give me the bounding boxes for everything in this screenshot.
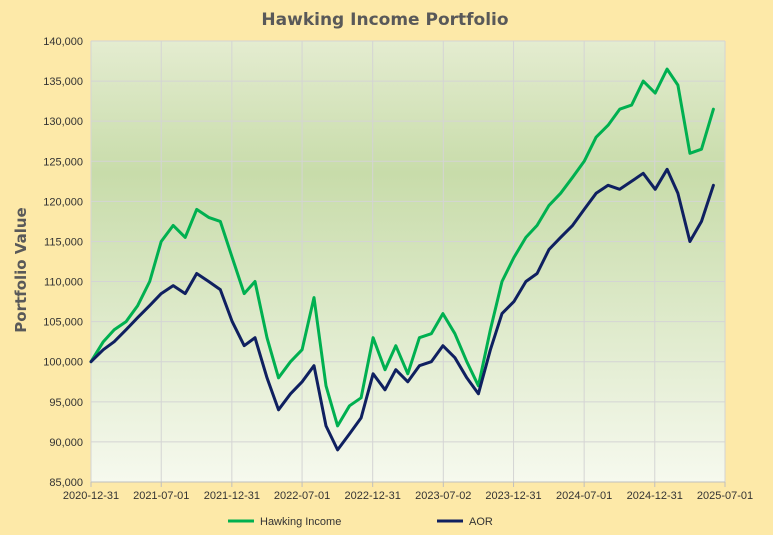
y-tick-label: 95,000 xyxy=(49,397,83,409)
series-lines xyxy=(89,67,715,452)
series-line-hawking-income xyxy=(89,67,715,428)
plot-area xyxy=(91,41,725,482)
x-tick-label: 2021-12-31 xyxy=(204,490,260,502)
x-tick-label: 2023-07-02 xyxy=(415,490,471,502)
x-tick-label: 2023-12-31 xyxy=(485,490,541,502)
y-tick-label: 115,000 xyxy=(44,236,83,248)
y-tick-label: 120,000 xyxy=(43,196,83,208)
y-tick-label: 100,000 xyxy=(43,357,83,369)
y-tick-label: 85,000 xyxy=(49,477,83,489)
x-axis-ticks: 2020-12-31 2021-07-01 2021-12-31 2022-07-01… xyxy=(63,481,753,502)
y-tick-label: 130,000 xyxy=(43,116,83,128)
y-tick-label: 110,000 xyxy=(44,277,83,289)
y-tick-label: 135,000 xyxy=(43,76,83,88)
x-tick-label: 2024-07-01 xyxy=(556,490,612,502)
x-tick-label: 2020-12-31 xyxy=(63,490,119,502)
legend-label: AOR xyxy=(469,516,493,528)
legend-label: Hawking Income xyxy=(260,516,341,528)
x-tick-label: 2022-12-31 xyxy=(345,490,401,502)
x-tick-label: 2021-07-01 xyxy=(133,490,189,502)
series-line-aor xyxy=(89,167,715,452)
y-axis-ticks: 85,000 90,000 95,000 100,000 105,000 110,000 1… xyxy=(43,36,83,489)
chart-title: Hawking Income Portfolio xyxy=(261,10,508,30)
y-tick-label: 105,000 xyxy=(43,317,83,329)
y-tick-label: 140,000 xyxy=(43,36,83,48)
x-tick-label: 2024-12-31 xyxy=(627,490,683,502)
y-axis-title: Portfolio Value xyxy=(12,207,30,332)
y-tick-label: 90,000 xyxy=(49,437,83,449)
x-tick-label: 2025-07-01 xyxy=(697,490,753,502)
grid-lines xyxy=(90,40,726,483)
y-tick-label: 125,000 xyxy=(43,156,83,168)
x-tick-label: 2022-07-01 xyxy=(274,490,330,502)
legend: Hawking Income AOR xyxy=(228,516,493,528)
